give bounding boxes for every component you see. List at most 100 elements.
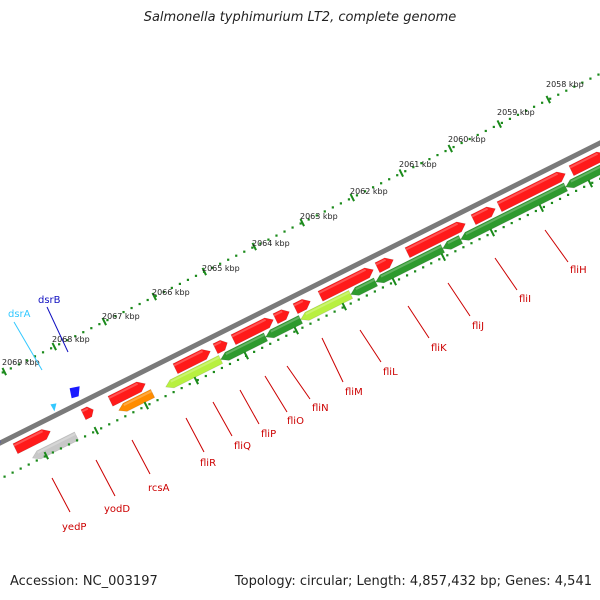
forward-gene bbox=[230, 317, 274, 346]
major-tick bbox=[143, 401, 149, 410]
callout-line bbox=[239, 389, 260, 425]
scale-dot bbox=[58, 343, 61, 346]
scale-dot bbox=[516, 113, 520, 116]
callout-line bbox=[51, 477, 71, 513]
scale-dot bbox=[108, 423, 111, 426]
reverse-gene bbox=[265, 314, 304, 339]
forward-gene-shine bbox=[273, 310, 283, 317]
callout-line bbox=[95, 459, 116, 497]
gene-callouts: fliH fliI fliJ fliK fliL fliM fliN fliO fliP fliQ… bbox=[8, 229, 587, 533]
scale-dot bbox=[494, 230, 497, 233]
reverse-gene bbox=[442, 234, 464, 250]
callout-line bbox=[407, 305, 430, 339]
scale-dot bbox=[422, 266, 425, 269]
major-tick bbox=[43, 451, 49, 460]
topology-text: Topology: circular; Length: 4,857,432 bp… bbox=[234, 574, 592, 589]
scale-dot bbox=[49, 347, 53, 350]
major-tick bbox=[101, 317, 107, 326]
callout-line bbox=[321, 337, 344, 383]
major-tick bbox=[447, 144, 453, 153]
rcsA-gene-shine bbox=[123, 390, 153, 406]
forward-gene-shine bbox=[375, 258, 386, 266]
reverse-gene bbox=[300, 289, 354, 321]
gene-label-fliL: fliL bbox=[383, 367, 398, 378]
forward-gene bbox=[496, 171, 566, 213]
major-tick bbox=[398, 169, 404, 178]
callout-line bbox=[131, 439, 151, 475]
scale-dot bbox=[283, 230, 286, 233]
forward-gene-shine bbox=[497, 172, 558, 205]
outer-dotted-scale bbox=[1, 73, 600, 376]
major-tick bbox=[51, 342, 57, 351]
scale-dot bbox=[251, 246, 254, 249]
scale-dot bbox=[204, 374, 207, 378]
kbp-label: 2066 kbp bbox=[152, 288, 190, 297]
scale-dot bbox=[589, 77, 592, 80]
scale-dot bbox=[454, 250, 457, 253]
scale-dot bbox=[75, 439, 79, 442]
gene-tracks bbox=[0, 140, 600, 460]
major-tick bbox=[201, 267, 207, 276]
scale-dot bbox=[220, 366, 224, 370]
major-tick bbox=[587, 179, 593, 188]
scale-dot bbox=[106, 319, 109, 322]
scale-dot bbox=[534, 209, 537, 213]
callout-line bbox=[544, 229, 569, 263]
scale-dot bbox=[502, 225, 505, 229]
gene-label-yedP: yedP bbox=[62, 522, 86, 533]
forward-gene bbox=[470, 206, 496, 226]
scale-dot bbox=[486, 234, 489, 237]
scale-dot bbox=[148, 403, 151, 406]
forward-gene bbox=[272, 309, 290, 325]
accession-text: Accession: NC_003197 bbox=[10, 574, 158, 589]
kbp-label: 2063 kbp bbox=[300, 212, 338, 221]
dsrB-gene bbox=[69, 386, 80, 399]
scale-dot bbox=[591, 181, 594, 184]
scale-dot bbox=[389, 282, 393, 285]
scale-dot bbox=[446, 254, 449, 257]
reverse-gene bbox=[165, 354, 224, 389]
scale-dot bbox=[196, 378, 199, 382]
scale-dot bbox=[269, 342, 272, 345]
scale-dot bbox=[331, 206, 334, 209]
forward-gene bbox=[107, 381, 146, 407]
major-tick bbox=[243, 351, 249, 360]
scale-dot bbox=[236, 358, 240, 362]
scale-dot bbox=[219, 262, 222, 265]
scale-dot bbox=[164, 395, 167, 398]
scale-dot bbox=[114, 314, 117, 318]
callout-line bbox=[359, 329, 382, 363]
scale-dot bbox=[388, 178, 391, 181]
scale-dot bbox=[355, 194, 359, 197]
scale-dot bbox=[146, 298, 149, 302]
kbp-label: 2060 kbp bbox=[448, 135, 486, 144]
reverse-gene bbox=[350, 277, 379, 296]
scale-dot bbox=[228, 362, 232, 366]
scale-dot bbox=[575, 189, 578, 192]
scale-dot bbox=[510, 221, 513, 225]
scale-dot bbox=[33, 355, 37, 358]
major-tick bbox=[299, 218, 305, 227]
callout-line bbox=[212, 401, 233, 437]
scale-dot bbox=[122, 310, 125, 314]
kbp-label: 2058 kbp bbox=[546, 80, 584, 89]
scale-dot bbox=[307, 218, 310, 221]
scale-dot bbox=[277, 338, 280, 341]
scale-dot bbox=[162, 290, 165, 294]
scale-dot bbox=[414, 270, 417, 273]
gene-label-fliI: fliI bbox=[519, 294, 531, 305]
scale-dot bbox=[11, 471, 14, 474]
reverse-gene-shine bbox=[270, 316, 301, 333]
scale-dot bbox=[492, 125, 495, 129]
rcsA-gene bbox=[118, 388, 156, 412]
scale-dot bbox=[500, 121, 503, 124]
gene-label-fliO: fliO bbox=[287, 416, 304, 427]
callout-line bbox=[185, 417, 205, 453]
scale-dot bbox=[27, 463, 30, 466]
kbp-label: 2065 kbp bbox=[202, 264, 240, 273]
scale-dot bbox=[291, 226, 294, 229]
scale-dot bbox=[541, 101, 544, 104]
scale-dot bbox=[315, 214, 318, 217]
gene-label-fliJ: fliJ bbox=[472, 321, 484, 332]
